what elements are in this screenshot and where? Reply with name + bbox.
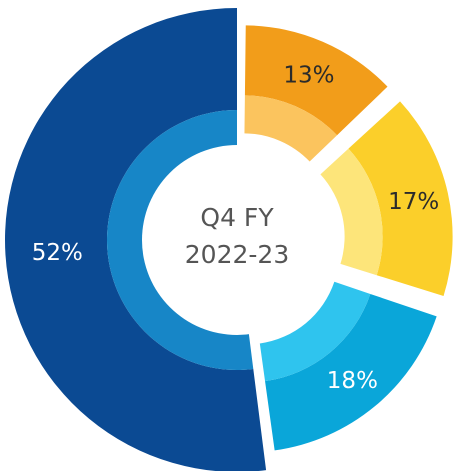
slice [244,25,388,136]
slice [265,293,437,451]
center-hole [142,145,332,335]
data-label: 18% [327,368,378,394]
slice-inner [244,95,338,162]
slice-inner [107,110,254,370]
slices [5,8,453,471]
slice [5,8,267,471]
data-label: 52% [32,240,83,266]
slice [348,101,453,297]
data-label: 17% [388,189,439,215]
data-label: 13% [283,62,334,88]
center-label: Q4 FY [200,203,274,232]
slice-inner [320,148,383,276]
slice-inner [259,281,371,382]
center-label: 2022-23 [185,240,289,269]
